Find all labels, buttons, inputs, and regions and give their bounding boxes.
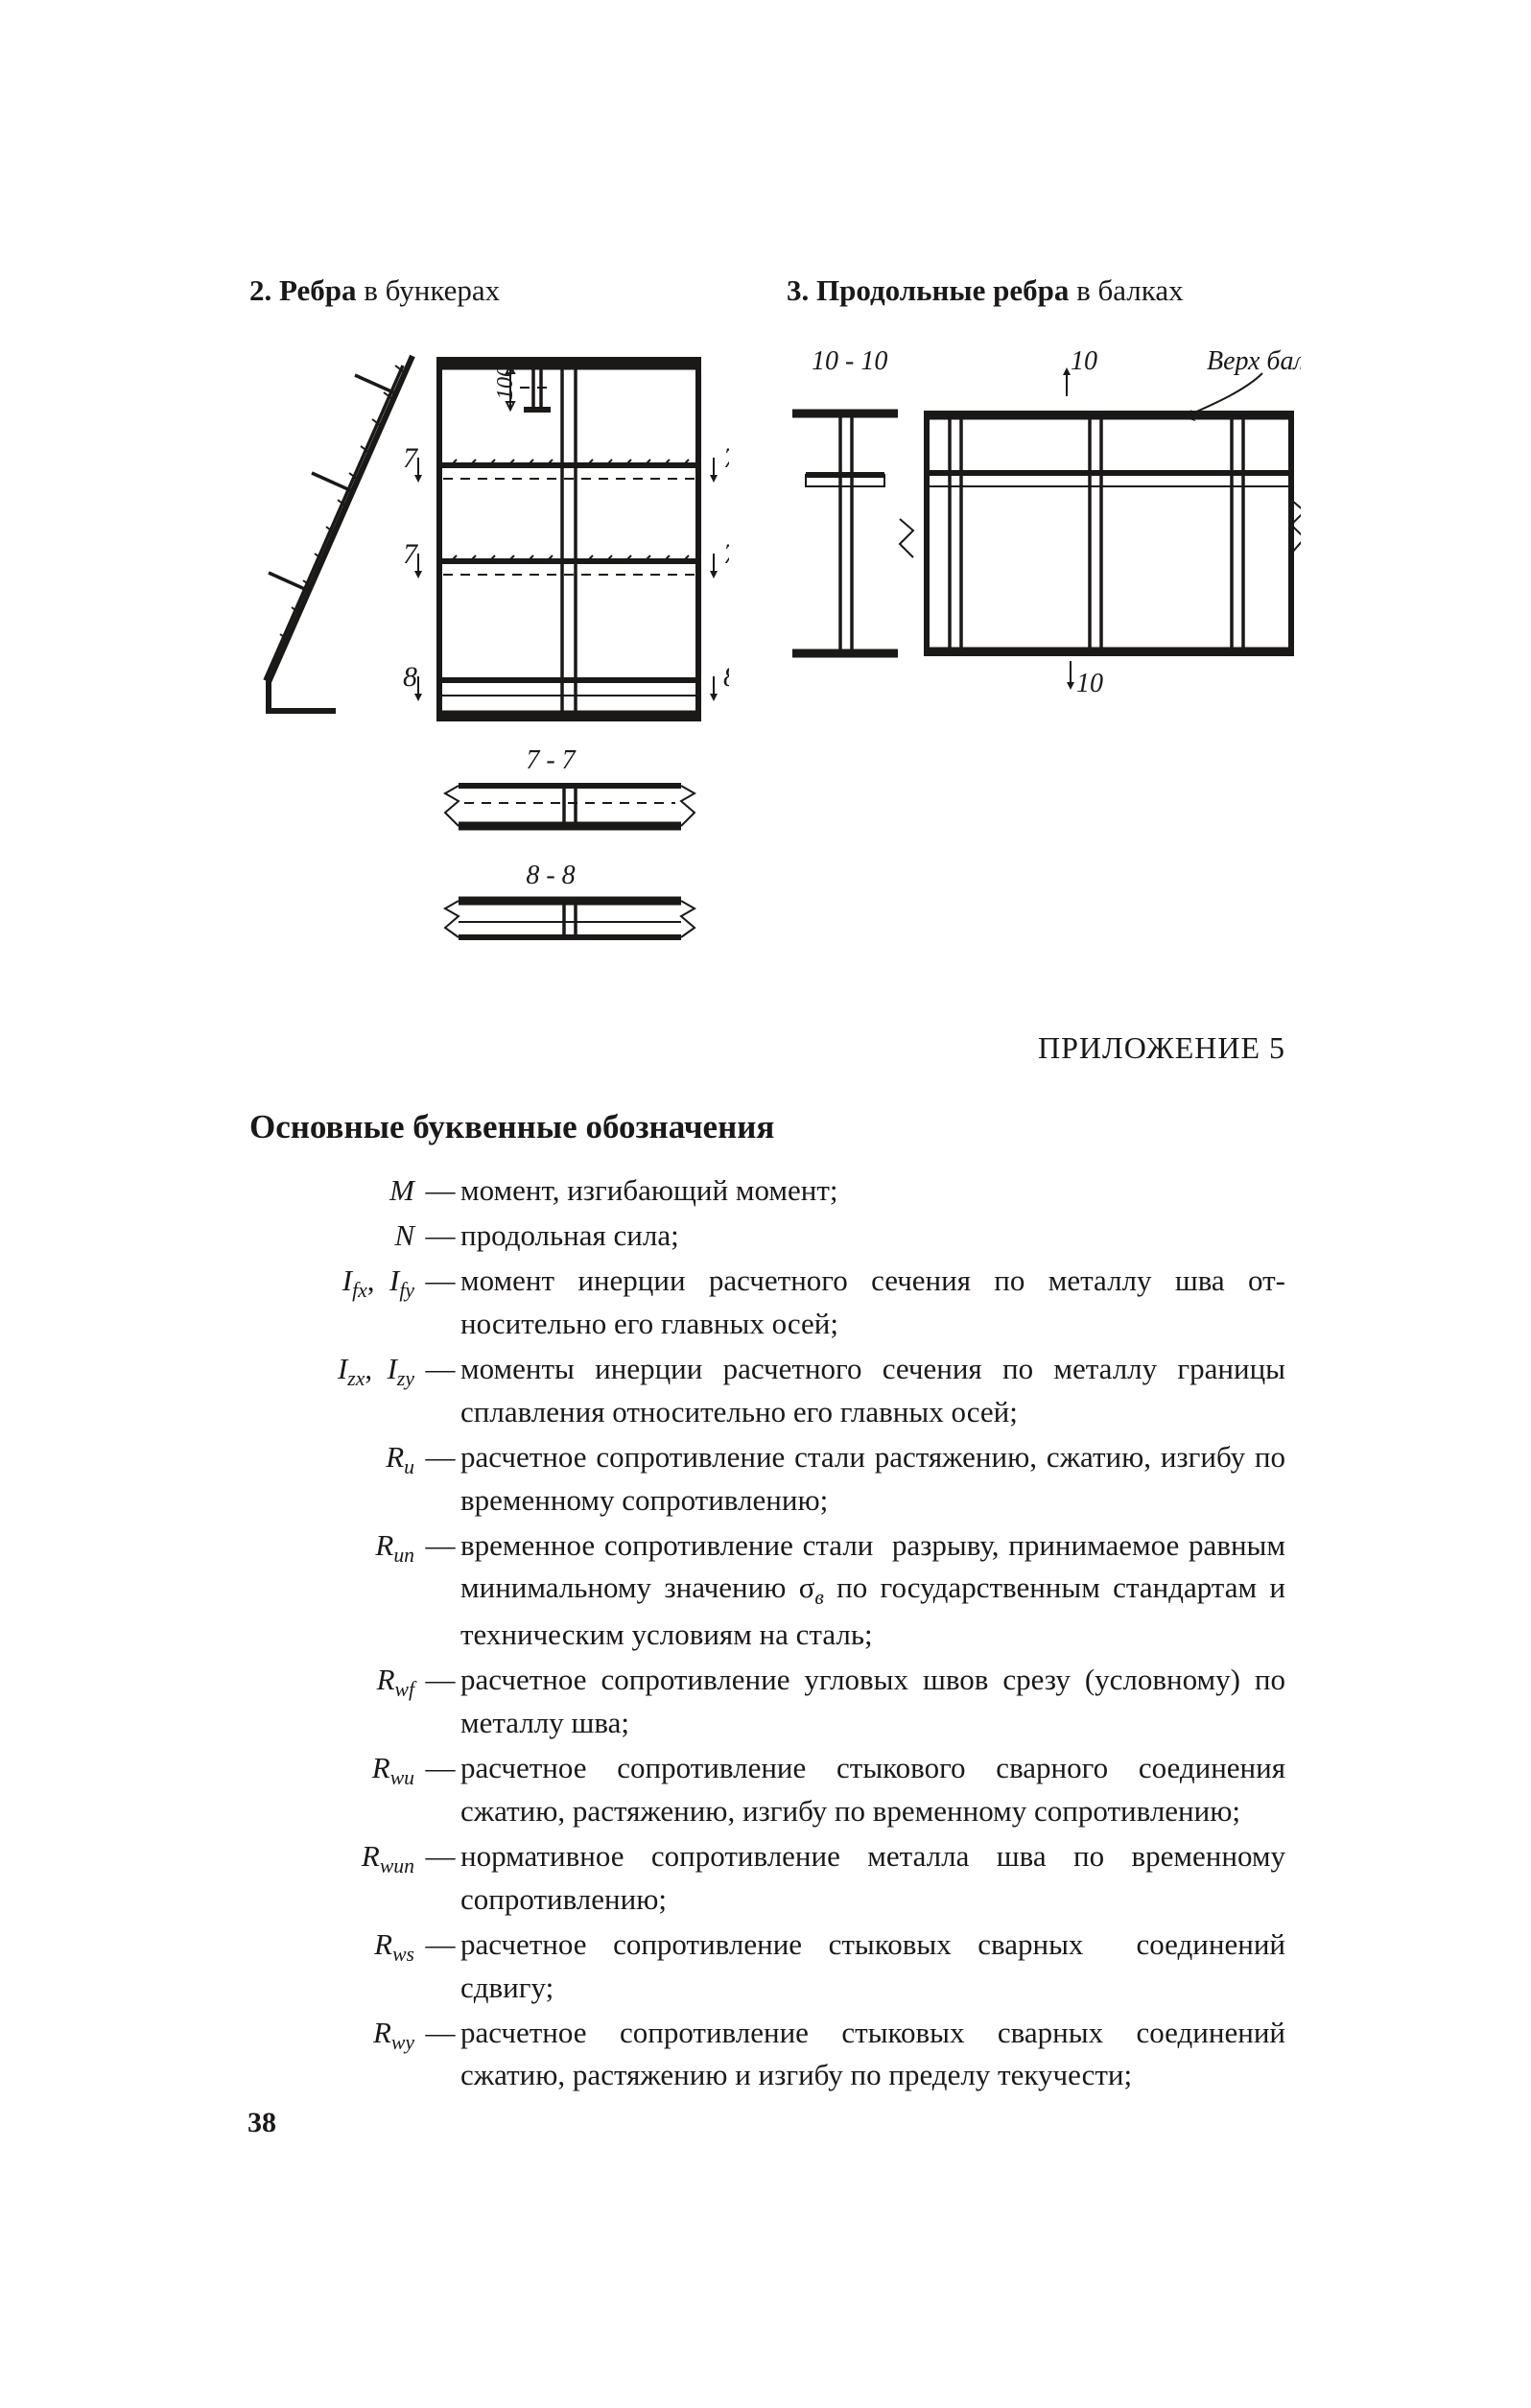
svg-text:7: 7 bbox=[403, 538, 419, 570]
definition-symbol: Rwu bbox=[249, 1747, 420, 1794]
fig3-title-bold: 3. Продольные ребра bbox=[787, 273, 1069, 307]
definition-text: нормативное сопротивление металла шва по… bbox=[460, 1835, 1285, 1922]
definition-text: временное сопротивление стали разрыву, п… bbox=[460, 1524, 1285, 1658]
definition-row: Run—временное сопротивление стали разрыв… bbox=[249, 1524, 1285, 1658]
definition-dash: — bbox=[420, 1348, 460, 1391]
definition-dash: — bbox=[420, 1260, 460, 1303]
figure-headings: 2. Ребра в бункерах 3. Продольные ребра … bbox=[249, 273, 1285, 308]
fig2-title-bold: 2. Ребра bbox=[249, 273, 357, 307]
page-number: 38 bbox=[247, 2107, 276, 2139]
definition-text: расчетное сопротивление угловых швов сре… bbox=[460, 1659, 1285, 1745]
figure-2: 100 7 7 8 bbox=[249, 346, 729, 1003]
definition-dash: — bbox=[420, 1169, 460, 1213]
definition-row: Rwy—расчетное сопротивление стыковых сва… bbox=[249, 2012, 1285, 2098]
definition-row: M—момент, изгибающий момент; bbox=[249, 1169, 1285, 1213]
figures-row: 100 7 7 8 bbox=[249, 346, 1285, 1003]
svg-text:Верх балка: Верх балка bbox=[1207, 346, 1301, 376]
definition-text: продольная сила; bbox=[460, 1215, 1285, 1258]
definition-dash: — bbox=[420, 1659, 460, 1702]
definition-row: Rwf—расчетное сопротивление угловых швов… bbox=[249, 1659, 1285, 1745]
svg-text:10 - 10: 10 - 10 bbox=[812, 346, 887, 376]
definition-symbol: Izx, Izy bbox=[249, 1348, 420, 1395]
fig2-title-rest: в бункерах bbox=[357, 273, 501, 307]
definitions-list: M—момент, изгибающий момент;N—продольная… bbox=[249, 1169, 1285, 2097]
definition-row: Ru—расчетное сопротивление стали растяже… bbox=[249, 1436, 1285, 1523]
section-title: Основные буквенные обозначения bbox=[249, 1108, 1285, 1146]
definition-dash: — bbox=[420, 1747, 460, 1790]
definition-row: Rwun—нормативное сопротивление металла ш… bbox=[249, 1835, 1285, 1922]
definition-row: Izx, Izy—моменты инерции расчетного сече… bbox=[249, 1348, 1285, 1434]
definition-dash: — bbox=[420, 1924, 460, 1967]
definition-symbol: Ifx, Ify bbox=[249, 1260, 420, 1307]
svg-text:10: 10 bbox=[1071, 346, 1097, 376]
definition-symbol: N bbox=[249, 1215, 420, 1258]
definition-symbol: Ru bbox=[249, 1436, 420, 1483]
definition-row: N—продольная сила; bbox=[249, 1215, 1285, 1258]
definition-text: расчетное сопротивление стыкового сварно… bbox=[460, 1747, 1285, 1833]
svg-text:10: 10 bbox=[1076, 669, 1103, 698]
definition-symbol: Rwf bbox=[249, 1659, 420, 1706]
svg-text:7: 7 bbox=[723, 442, 729, 474]
definition-text: расчетное сопротивление стыковых сварных… bbox=[460, 1924, 1285, 2010]
definition-row: Ifx, Ify—момент инерции расчетного сечен… bbox=[249, 1260, 1285, 1346]
definition-dash: — bbox=[420, 1835, 460, 1878]
definition-dash: — bbox=[420, 2012, 460, 2055]
definition-symbol: Rwun bbox=[249, 1835, 420, 1882]
svg-text:8: 8 bbox=[723, 661, 729, 693]
svg-text:7 - 7: 7 - 7 bbox=[526, 745, 576, 775]
definition-row: Rws—расчетное сопротивление стыковых сва… bbox=[249, 1924, 1285, 2010]
appendix-label: ПРИЛОЖЕНИЕ 5 bbox=[249, 1030, 1285, 1066]
fig3-title-rest: в балках bbox=[1069, 273, 1183, 307]
svg-text:8: 8 bbox=[403, 661, 417, 693]
definition-text: расчетное сопротивление стали растяжению… bbox=[460, 1436, 1285, 1523]
svg-text:100: 100 bbox=[493, 366, 518, 400]
definition-text: момент инерции расчетного сечения по мет… bbox=[460, 1260, 1285, 1346]
definition-symbol: Rwy bbox=[249, 2012, 420, 2059]
definition-symbol: M bbox=[249, 1169, 420, 1213]
definition-symbol: Run bbox=[249, 1524, 420, 1571]
definition-text: момент, изгибающий момент; bbox=[460, 1169, 1285, 1213]
definition-dash: — bbox=[420, 1436, 460, 1479]
definition-text: моменты инерции расчетного сечения по ме… bbox=[460, 1348, 1285, 1434]
definition-row: Rwu—расчетное сопротивление стыкового св… bbox=[249, 1747, 1285, 1833]
svg-text:7: 7 bbox=[723, 538, 729, 570]
svg-text:8 - 8: 8 - 8 bbox=[526, 861, 575, 890]
svg-text:7: 7 bbox=[403, 442, 419, 474]
definition-symbol: Rws bbox=[249, 1924, 420, 1971]
definition-dash: — bbox=[420, 1215, 460, 1258]
figure-3: 10 - 10 10 Верх балка bbox=[783, 346, 1301, 1003]
definition-text: расчетное сопротивление стыковых сварных… bbox=[460, 2012, 1285, 2098]
definition-dash: — bbox=[420, 1524, 460, 1568]
